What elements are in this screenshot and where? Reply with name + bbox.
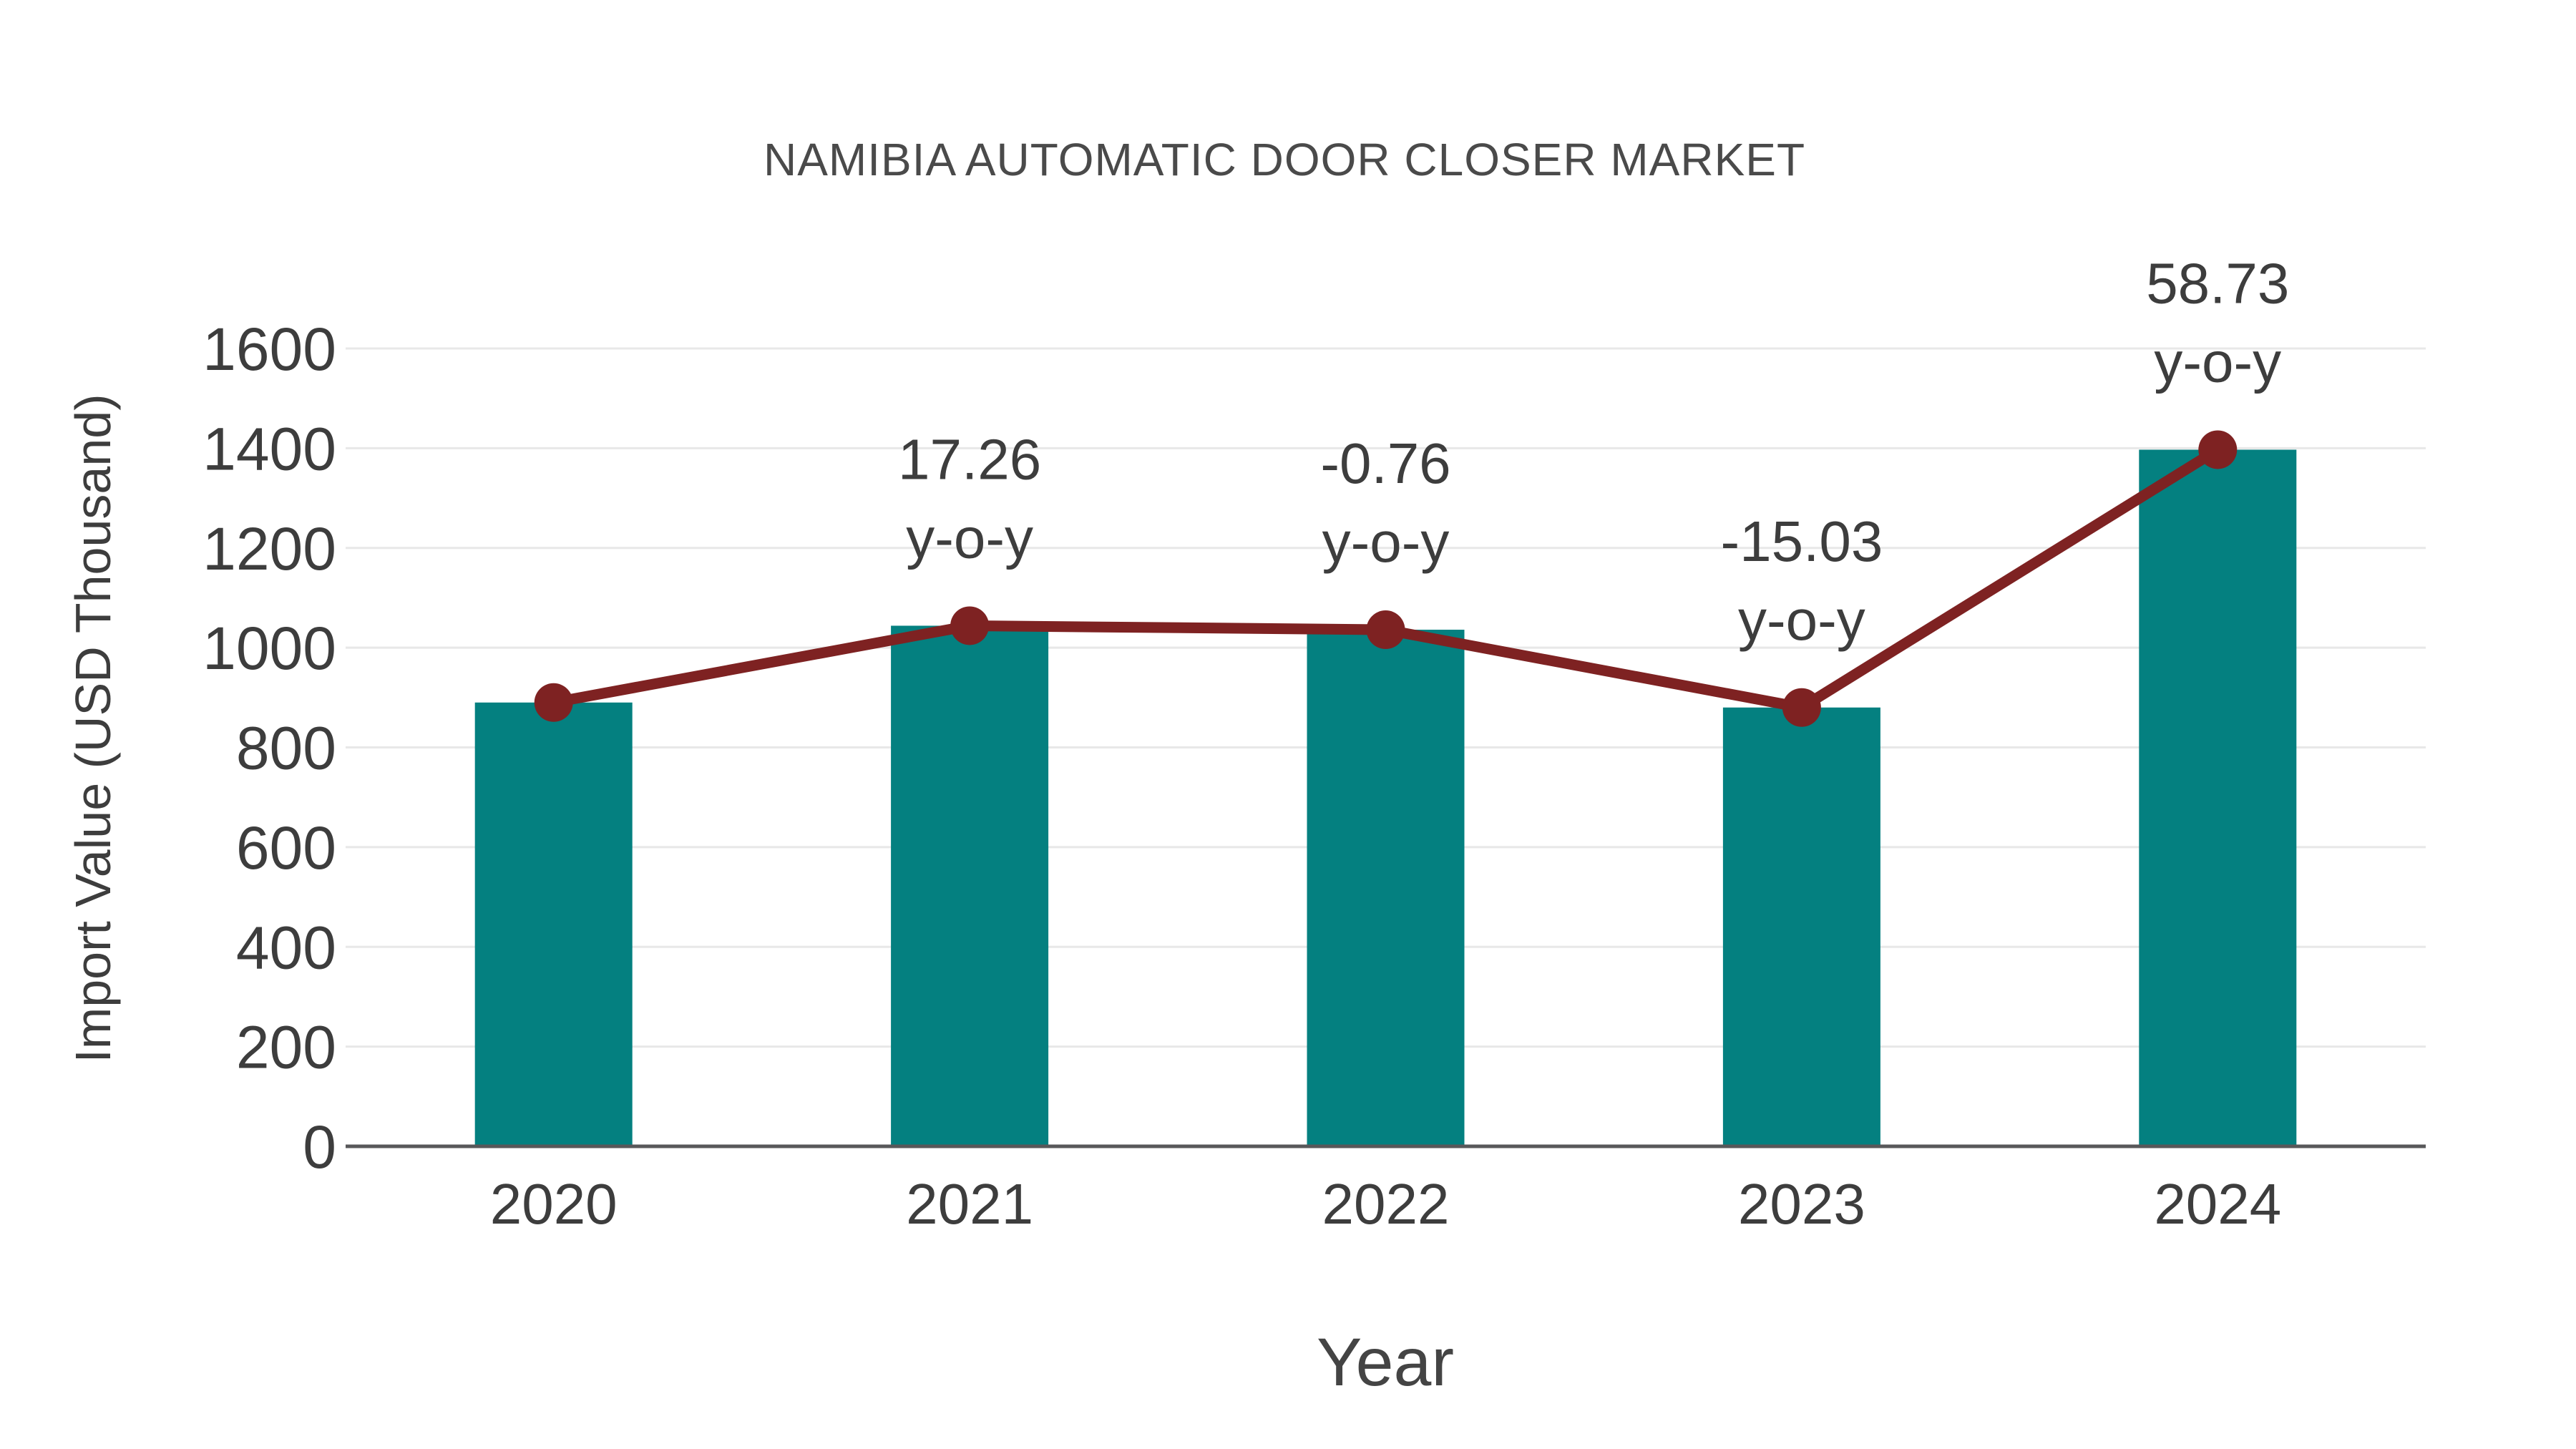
x-tick-label-2022: 2022	[1322, 1172, 1450, 1236]
x-tick-label-2020: 2020	[490, 1172, 618, 1236]
y-tick-label-800: 800	[236, 715, 336, 782]
x-tick-label-2021: 2021	[906, 1172, 1033, 1236]
yoy-suffix-2024: y-o-y	[2154, 330, 2281, 394]
x-tick-label-2024: 2024	[2154, 1172, 2281, 1236]
marker-2020	[534, 683, 573, 722]
bar-2023	[1722, 707, 1880, 1146]
y-tick-label-600: 600	[236, 814, 336, 882]
x-tick-label-2023: 2023	[1738, 1172, 1865, 1236]
y-tick-label-400: 400	[236, 914, 336, 981]
yoy-value-2021: 17.26	[898, 427, 1041, 491]
bar-2024	[2139, 449, 2297, 1146]
yoy-suffix-2021: y-o-y	[906, 506, 1033, 570]
yoy-suffix-2022: y-o-y	[1322, 510, 1450, 574]
bar-2020	[474, 702, 633, 1146]
y-tick-label-1200: 1200	[203, 515, 336, 582]
y-tick-label-1000: 1000	[203, 615, 336, 682]
bar-2022	[1307, 630, 1465, 1146]
yoy-value-2024: 58.73	[2146, 251, 2289, 315]
y-tick-label-1600: 1600	[203, 316, 336, 383]
y-tick-label-1400: 1400	[203, 415, 336, 482]
marker-2021	[950, 606, 990, 645]
marker-2022	[1366, 610, 1405, 650]
marker-2024	[2198, 430, 2238, 469]
chart-title: NAMIBIA AUTOMATIC DOOR CLOSER MARKET	[763, 134, 1806, 185]
marker-2023	[1782, 688, 1821, 727]
yoy-value-2022: -0.76	[1320, 431, 1450, 495]
bar-2021	[891, 625, 1049, 1146]
x-axis-title: Year	[1317, 1324, 1454, 1400]
y-tick-label-0: 0	[303, 1113, 336, 1181]
yoy-value-2023: -15.03	[1720, 509, 1883, 573]
y-tick-label-200: 200	[236, 1014, 336, 1081]
yoy-suffix-2023: y-o-y	[1738, 588, 1865, 652]
